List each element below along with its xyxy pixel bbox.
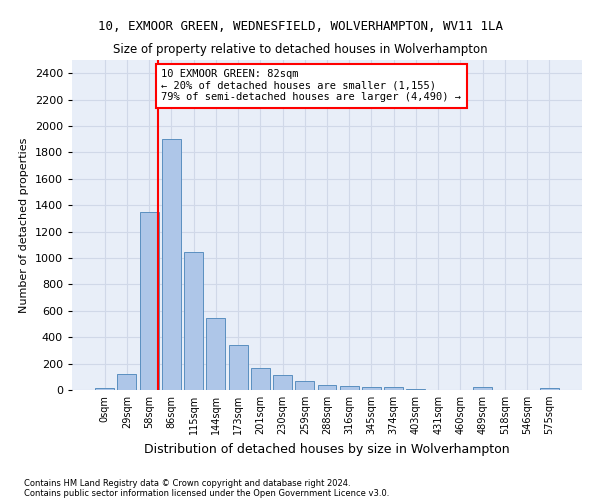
Bar <box>473 388 492 390</box>
Text: Contains public sector information licensed under the Open Government Licence v3: Contains public sector information licen… <box>24 488 389 498</box>
Bar <box>162 139 181 390</box>
Text: 10, EXMOOR GREEN, WEDNESFIELD, WOLVERHAMPTON, WV11 1LA: 10, EXMOOR GREEN, WEDNESFIELD, WOLVERHAM… <box>97 20 503 33</box>
Bar <box>229 345 248 390</box>
Bar <box>251 368 270 390</box>
Bar <box>406 388 425 390</box>
X-axis label: Distribution of detached houses by size in Wolverhampton: Distribution of detached houses by size … <box>144 442 510 456</box>
Text: Size of property relative to detached houses in Wolverhampton: Size of property relative to detached ho… <box>113 42 487 56</box>
Bar <box>317 384 337 390</box>
Bar <box>184 252 203 390</box>
Text: 10 EXMOOR GREEN: 82sqm
← 20% of detached houses are smaller (1,155)
79% of semi-: 10 EXMOOR GREEN: 82sqm ← 20% of detached… <box>161 69 461 102</box>
Text: Contains HM Land Registry data © Crown copyright and database right 2024.: Contains HM Land Registry data © Crown c… <box>24 478 350 488</box>
Bar <box>295 382 314 390</box>
Bar <box>206 318 225 390</box>
Y-axis label: Number of detached properties: Number of detached properties <box>19 138 29 312</box>
Bar <box>118 374 136 390</box>
Bar <box>140 212 158 390</box>
Bar <box>340 386 359 390</box>
Bar <box>362 386 381 390</box>
Bar <box>540 388 559 390</box>
Bar <box>95 388 114 390</box>
Bar <box>273 376 292 390</box>
Bar <box>384 388 403 390</box>
